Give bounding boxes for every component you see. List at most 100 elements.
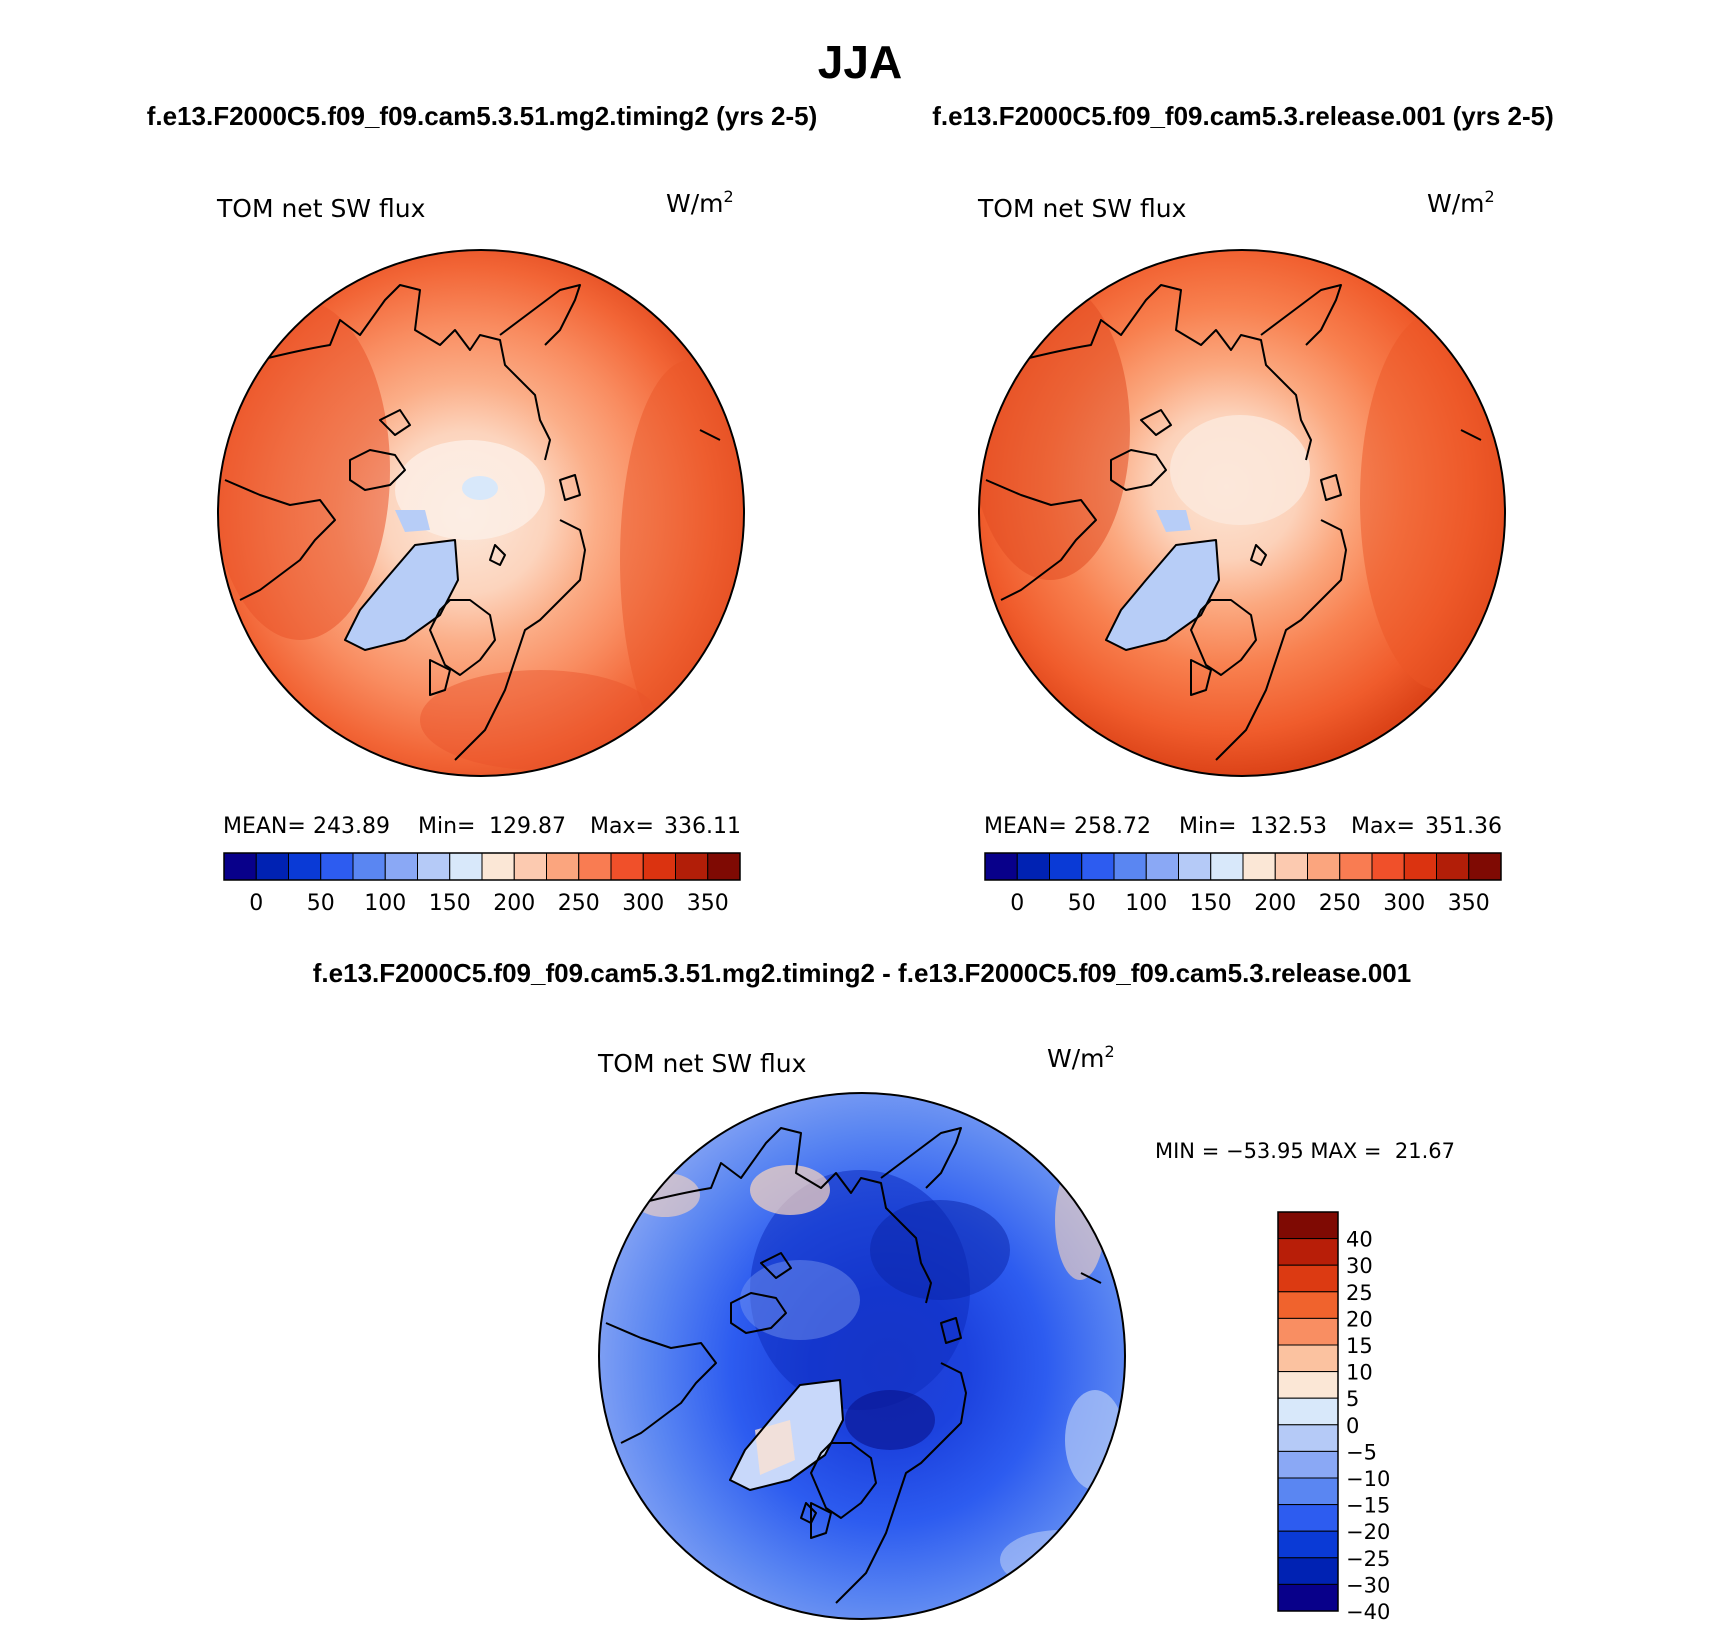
- diff-colorbar-tick-label: 25: [1346, 1281, 1373, 1305]
- diff-colorbar-tick-label: 0: [1346, 1414, 1359, 1438]
- right-colorbar-swatch: [1210, 852, 1244, 881]
- right-colorbar-swatch: [1468, 852, 1502, 881]
- diff-colorbar-tick-label: 40: [1346, 1228, 1373, 1252]
- diff-units-label: W/m2: [1047, 1042, 1115, 1073]
- left-colorbar-swatch: [352, 852, 386, 881]
- left-max-value: 336.11: [664, 814, 741, 839]
- left-colorbar-tick-label: 350: [687, 891, 729, 916]
- right-mean-value: 258.72: [1074, 814, 1151, 839]
- diff-colorbar-swatch: [1277, 1264, 1339, 1293]
- right-max-value: 351.36: [1425, 814, 1502, 839]
- left-colorbar-tick-label: 250: [558, 891, 600, 916]
- diff-colorbar-swatch: [1277, 1344, 1339, 1373]
- right-colorbar-tick-label: 350: [1448, 891, 1490, 916]
- right-colorbar-tick-label: 50: [1068, 891, 1096, 916]
- right-colorbar-tick-label: 200: [1254, 891, 1296, 916]
- left-variable-label: TOM net SW flux: [216, 194, 425, 223]
- diff-colorbar-swatch: [1277, 1211, 1339, 1240]
- right-colorbar-swatch: [1016, 852, 1050, 881]
- right-units-label: W/m2: [1427, 187, 1495, 218]
- right-colorbar-tick-label: 150: [1190, 891, 1232, 916]
- left-colorbar: 0 50 100 150 200 250 300 350: [223, 852, 741, 916]
- diff-colorbar-tick-label: 30: [1346, 1254, 1373, 1278]
- right-colorbar-tick-label: 0: [1010, 891, 1024, 916]
- right-stats: MEAN= 258.72 Min= 132.53 Max= 351.36: [984, 814, 1502, 839]
- left-min-value: 129.87: [489, 814, 566, 839]
- left-stats: MEAN= 243.89 Min= 129.87 Max= 336.11: [223, 814, 741, 839]
- diff-colorbar-swatch: [1277, 1583, 1339, 1612]
- diff-colorbar-swatch: [1277, 1504, 1339, 1532]
- right-colorbar-swatch: [984, 852, 1018, 881]
- left-colorbar-swatch: [449, 852, 483, 881]
- right-colorbar-swatch: [1178, 852, 1212, 881]
- left-colorbar-tick-label: 50: [307, 891, 335, 916]
- left-colorbar-tick-label: 0: [249, 891, 263, 916]
- diff-colorbar-swatch: [1277, 1424, 1339, 1452]
- diff-colorbar-tick-label: 10: [1346, 1361, 1373, 1385]
- left-colorbar-swatch: [546, 852, 580, 881]
- diff-colorbar-tick-label: −5: [1346, 1440, 1377, 1464]
- left-colorbar-tick-label: 150: [429, 891, 471, 916]
- right-colorbar-swatch: [1339, 852, 1373, 881]
- diff-colorbar-tick-label: −20: [1346, 1520, 1390, 1544]
- diff-colorbar-swatch: [1277, 1238, 1339, 1266]
- left-colorbar-swatch: [417, 852, 451, 881]
- right-colorbar-swatch: [1274, 852, 1308, 881]
- right-min-value: 132.53: [1250, 814, 1327, 839]
- right-colorbar-swatch: [1145, 852, 1179, 881]
- diff-colorbar-tick-label: 15: [1346, 1334, 1373, 1358]
- right-min-label: Min=: [1179, 814, 1236, 839]
- right-mean-label: MEAN=: [984, 814, 1067, 839]
- right-max-label: Max=: [1351, 814, 1415, 839]
- left-colorbar-swatch: [578, 852, 612, 881]
- diff-case-title: f.e13.F2000C5.f09_f09.cam5.3.51.mg2.timi…: [313, 958, 1411, 988]
- diff-colorbar-tick-label: 5: [1346, 1387, 1359, 1411]
- right-colorbar-swatch: [1113, 852, 1147, 881]
- left-colorbar-tick-label: 100: [364, 891, 406, 916]
- diff-colorbar-swatch: [1277, 1317, 1339, 1346]
- left-mean-label: MEAN=: [223, 814, 306, 839]
- diff-colorbar-tick-label: −40: [1346, 1600, 1390, 1624]
- left-colorbar-swatch: [320, 852, 354, 881]
- diff-colorbar-tick-label: −25: [1346, 1547, 1390, 1571]
- right-colorbar: 0 50 100 150 200 250 300 350: [984, 852, 1502, 916]
- diff-colorbar-swatch: [1277, 1291, 1339, 1319]
- left-colorbar-swatch: [707, 852, 741, 881]
- left-colorbar-swatch: [384, 852, 418, 881]
- diff-colorbar-swatch: [1277, 1450, 1339, 1479]
- left-mean-value: 243.89: [313, 814, 390, 839]
- right-colorbar-swatch: [1403, 852, 1437, 881]
- left-colorbar-swatch: [288, 852, 322, 881]
- diff-colorbar-tick-label: 20: [1346, 1307, 1373, 1331]
- diff-colorbar-tick-label: −15: [1346, 1494, 1390, 1518]
- right-variable-label: TOM net SW flux: [977, 194, 1186, 223]
- left-colorbar-swatch: [642, 852, 676, 881]
- main-title: JJA: [818, 36, 902, 88]
- diff-variable-label: TOM net SW flux: [597, 1049, 806, 1078]
- right-colorbar-swatch: [1081, 852, 1115, 881]
- left-colorbar-tick-label: 300: [622, 891, 664, 916]
- left-max-label: Max=: [590, 814, 654, 839]
- right-colorbar-swatch: [1436, 852, 1470, 881]
- left-colorbar-swatch: [610, 852, 644, 881]
- left-polar-map: [217, 249, 745, 777]
- right-colorbar-swatch: [1242, 852, 1276, 881]
- left-colorbar-tick-label: 200: [493, 891, 535, 916]
- diff-colorbar-swatch: [1277, 1557, 1339, 1585]
- diff-colorbar-tick-label: −30: [1346, 1573, 1390, 1597]
- diff-colorbar-swatch: [1277, 1371, 1339, 1399]
- left-colorbar-swatch: [255, 852, 289, 881]
- left-colorbar-swatch: [223, 852, 257, 881]
- left-min-label: Min=: [418, 814, 475, 839]
- right-polar-map: [978, 249, 1506, 777]
- left-colorbar-swatch: [513, 852, 547, 881]
- left-units-label: W/m2: [666, 187, 734, 218]
- diff-colorbar-swatch: [1277, 1477, 1339, 1506]
- left-case-title: f.e13.F2000C5.f09_f09.cam5.3.51.mg2.timi…: [147, 101, 818, 131]
- left-colorbar-swatch: [481, 852, 515, 881]
- right-colorbar-tick-label: 100: [1125, 891, 1167, 916]
- right-colorbar-swatch: [1049, 852, 1083, 881]
- diff-minmax-label: MIN = −53.95 MAX = 21.67: [1155, 1139, 1455, 1163]
